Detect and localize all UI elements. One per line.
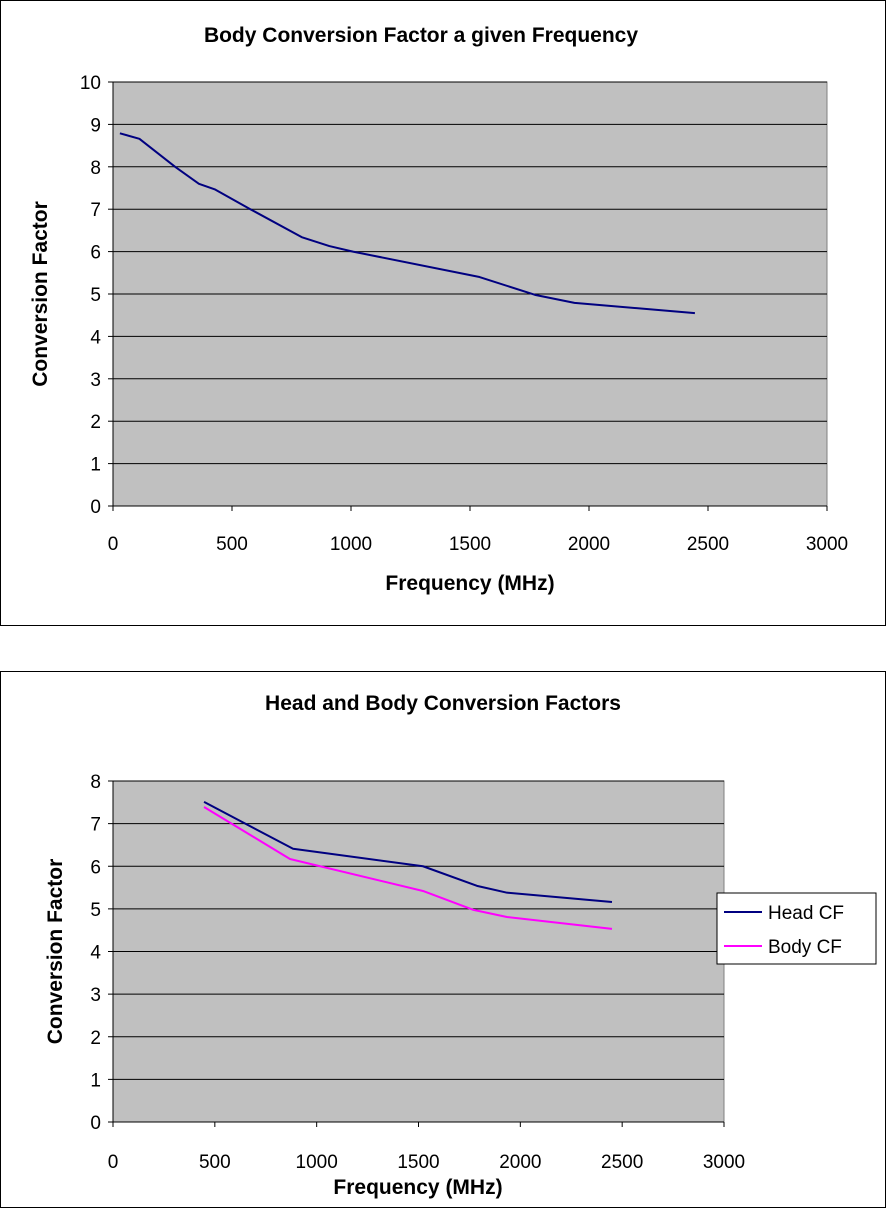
x-tick-label: 1000 xyxy=(330,534,372,555)
x-tick-label: 1500 xyxy=(397,1152,439,1173)
y-tick-label: 6 xyxy=(90,243,101,264)
y-tick-label: 0 xyxy=(90,1113,101,1134)
x-tick-label: 3000 xyxy=(806,534,848,555)
y-tick-label: 5 xyxy=(90,285,101,306)
y-tick-label: 3 xyxy=(90,370,101,391)
legend-label: Head CF xyxy=(768,903,844,924)
x-tick-label: 500 xyxy=(216,534,248,555)
y-tick-label: 2 xyxy=(90,412,101,433)
x-axis-label: Frequency (MHz) xyxy=(333,1176,502,1199)
series-line-body-cf xyxy=(203,806,613,930)
x-tick-label: 500 xyxy=(199,1152,231,1173)
x-tick-label: 1500 xyxy=(449,534,491,555)
y-tick-label: 2 xyxy=(90,1028,101,1049)
x-tick-label: 2000 xyxy=(568,534,610,555)
x-tick-label: 1000 xyxy=(296,1152,338,1173)
x-tick-label: 2500 xyxy=(687,534,729,555)
y-tick-label: 7 xyxy=(90,200,101,221)
legend xyxy=(716,892,877,965)
y-tick-label: 4 xyxy=(90,943,101,964)
y-axis-label: Conversion Factor xyxy=(29,201,52,387)
y-tick-label: 0 xyxy=(90,497,101,518)
series-line-head-cf xyxy=(203,801,613,904)
chart-title: Body Conversion Factor a given Frequency xyxy=(204,24,638,47)
series-line-0 xyxy=(119,132,695,315)
x-tick-label: 3000 xyxy=(703,1152,745,1173)
x-tick-label: 0 xyxy=(108,1152,119,1173)
x-tick-label: 2500 xyxy=(601,1152,643,1173)
y-tick-label: 8 xyxy=(90,158,101,179)
y-tick-label: 9 xyxy=(90,115,101,136)
x-tick-label: 0 xyxy=(108,534,119,555)
y-tick-label: 3 xyxy=(90,985,101,1006)
y-axis-label: Conversion Factor xyxy=(44,859,67,1045)
y-tick-label: 1 xyxy=(90,1070,101,1091)
chart-title: Head and Body Conversion Factors xyxy=(265,692,621,715)
legend-label: Body CF xyxy=(768,937,842,958)
x-tick-label: 2000 xyxy=(499,1152,541,1173)
y-tick-label: 7 xyxy=(90,815,101,836)
y-tick-label: 10 xyxy=(80,73,101,94)
y-tick-label: 8 xyxy=(90,772,101,793)
y-tick-label: 6 xyxy=(90,857,101,878)
y-tick-label: 4 xyxy=(90,327,101,348)
y-tick-label: 5 xyxy=(90,900,101,921)
x-axis-label: Frequency (MHz) xyxy=(385,572,554,595)
y-tick-label: 1 xyxy=(90,455,101,476)
